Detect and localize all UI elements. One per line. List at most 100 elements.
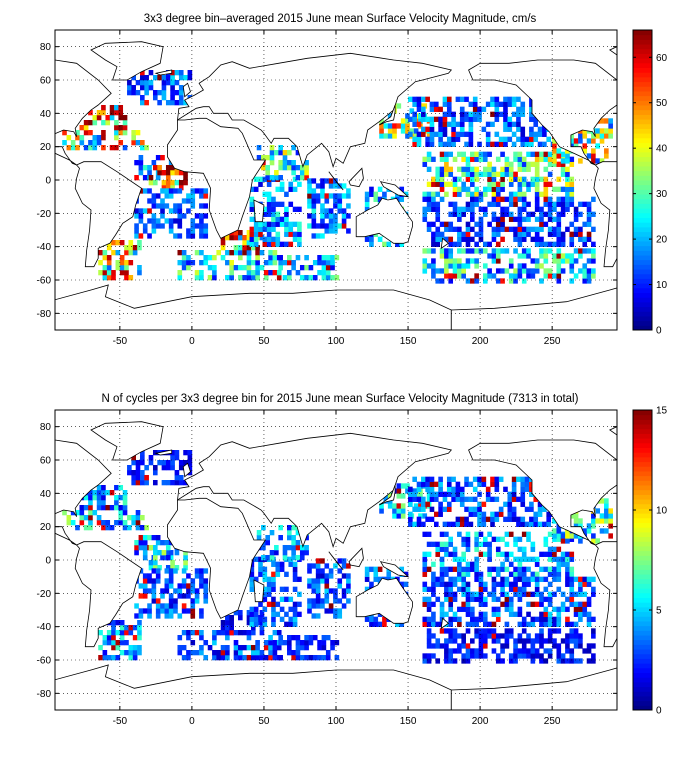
bin-cell (524, 521, 530, 527)
bin-cell (513, 591, 518, 597)
bin-cell (470, 566, 475, 572)
bin-cell (448, 658, 454, 664)
bin-cell (421, 131, 426, 137)
bin-cell (491, 628, 497, 634)
bin-cell (155, 568, 161, 574)
bin-cell (137, 650, 142, 656)
bin-cell (477, 491, 482, 497)
bin-cell (547, 596, 553, 602)
bin-cell (468, 116, 474, 122)
bin-cell (433, 511, 439, 517)
bin-cell (325, 650, 331, 656)
bin-cell (263, 275, 269, 281)
bin-cell (439, 181, 445, 187)
bin-cell (152, 180, 158, 186)
bin-cell (142, 578, 148, 584)
bin-cell (448, 586, 454, 592)
bin-cell (168, 228, 174, 234)
bin-cell (387, 493, 393, 499)
bin-cell (140, 515, 145, 521)
bin-cell (151, 568, 157, 574)
bin-cell (412, 136, 417, 142)
bin-cell (491, 181, 497, 187)
bin-cell (552, 536, 557, 542)
bin-cell (111, 630, 116, 636)
bin-cell (308, 275, 314, 281)
bin-cell (238, 255, 243, 261)
bin-cell (431, 621, 436, 627)
bin-cell (472, 106, 478, 112)
bin-cell (330, 275, 335, 281)
bin-cell (513, 176, 518, 182)
bin-cell (487, 151, 492, 157)
bin-cell (106, 635, 112, 641)
bin-cell (591, 653, 596, 659)
bin-cell (262, 221, 268, 227)
bin-cell (259, 650, 265, 656)
bin-cell (315, 183, 321, 189)
bin-cell (183, 555, 188, 561)
bin-cell (495, 658, 501, 664)
bin-cell (500, 643, 505, 649)
bin-cell (387, 113, 393, 119)
bin-cell (595, 508, 600, 514)
bin-cell (259, 625, 265, 631)
bin-cell (212, 640, 217, 646)
bin-cell (135, 525, 141, 531)
bin-cell (431, 156, 436, 162)
bin-cell (439, 643, 445, 649)
bin-cell (147, 218, 152, 224)
bin-cell (498, 141, 504, 147)
bin-cell (279, 596, 285, 602)
bin-cell (569, 241, 575, 247)
bin-cell (543, 186, 549, 192)
bin-cell (148, 460, 154, 466)
bin-cell (565, 148, 570, 154)
bin-cell (124, 260, 129, 266)
bin-cell (199, 270, 204, 276)
bin-cell (478, 531, 484, 537)
bin-cell (494, 116, 500, 122)
bin-cell (379, 508, 384, 514)
bin-cell (148, 545, 154, 551)
bin-cell (233, 265, 239, 271)
bin-cell (426, 531, 432, 537)
bin-cell (268, 260, 273, 266)
bin-cell (508, 176, 514, 182)
bin-cell (165, 170, 171, 176)
bin-cell (253, 241, 259, 247)
bin-cell (426, 263, 432, 269)
bin-cell (556, 231, 562, 237)
bin-cell (465, 226, 471, 232)
bin-cell (382, 621, 387, 627)
bin-cell (508, 586, 514, 592)
bin-cell (435, 191, 441, 197)
bin-cell (265, 175, 271, 181)
bin-cell (470, 648, 475, 654)
bin-cell (435, 546, 441, 552)
bin-cell (573, 226, 579, 232)
bin-cell (446, 96, 452, 102)
bin-cell (591, 138, 596, 144)
bin-cell (421, 501, 426, 507)
bin-cell (275, 201, 281, 207)
bin-cell (178, 170, 184, 176)
colorbar-tick-label: 0 (656, 326, 662, 337)
bin-cell (435, 226, 441, 232)
bin-cell (106, 265, 112, 271)
bin-cell (569, 156, 575, 162)
bin-cell (160, 188, 165, 194)
bin-cell (513, 196, 518, 202)
bin-cell (500, 536, 505, 542)
bin-cell (448, 258, 454, 264)
bin-cell (131, 140, 136, 146)
bin-cell (151, 213, 157, 219)
bin-cell (547, 211, 553, 217)
bin-cell (517, 576, 523, 582)
bin-cell (439, 166, 445, 172)
x-tick-label: 0 (189, 716, 195, 727)
bin-cell (465, 571, 471, 577)
bin-cell (521, 546, 527, 552)
bin-cell (311, 203, 317, 209)
bin-cell (556, 528, 562, 534)
